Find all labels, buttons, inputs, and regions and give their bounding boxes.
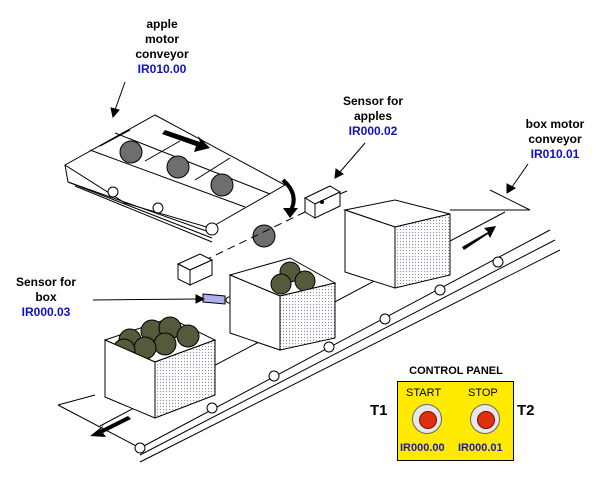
start-address: IR000.00	[400, 442, 445, 454]
apple-sensor-label-line1: Sensor for	[342, 94, 403, 108]
control-panel-title: CONTROL PANEL	[409, 365, 503, 377]
box-filling	[228, 257, 337, 351]
apple-sensor-label-line2: apples	[353, 109, 392, 123]
box-conveyor-label-line1: box motor	[525, 117, 585, 131]
sensor-beam	[194, 211, 306, 266]
callout-arrows	[92, 81, 529, 304]
apple-conveyor-label-line1: apple	[146, 17, 178, 31]
apple-sensor	[303, 185, 348, 219]
box-conveyor-label: box motor conveyor IR010.01	[515, 117, 595, 162]
box-sensor	[202, 293, 233, 305]
terminal-t1: T1	[370, 402, 388, 419]
box-conveyor-arrow-left	[90, 416, 131, 437]
start-button[interactable]	[412, 404, 442, 434]
apple-conveyor-label: apple motor conveyor IR010.00	[122, 17, 202, 77]
apple-conveyor-label-line2: motor	[145, 32, 179, 46]
box-conveyor-label-line2: conveyor	[528, 132, 582, 146]
box-sensor-label: Sensor for box IR000.03	[6, 275, 86, 320]
stop-button-core	[477, 411, 495, 429]
start-label: START	[406, 387, 442, 399]
apple-sensor-label: Sensor for apples IR000.02	[333, 94, 413, 139]
stop-label: STOP	[468, 387, 498, 399]
box-conveyor-arrow-right	[462, 226, 496, 250]
stop-button[interactable]	[470, 404, 500, 434]
apple-conveyor-address: IR010.00	[137, 62, 187, 76]
box-empty	[343, 199, 451, 289]
beam-emitter	[176, 253, 214, 286]
stop-address: IR000.01	[458, 442, 503, 454]
box-full	[103, 316, 217, 419]
terminal-t2: T2	[517, 402, 535, 419]
box-sensor-label-line2: box	[35, 290, 57, 304]
apple-conveyor-direction-arrow	[162, 130, 210, 152]
apple-conveyor-label-line3: conveyor	[135, 47, 189, 61]
box-sensor-address: IR000.03	[21, 305, 71, 319]
start-button-core	[419, 411, 437, 429]
apple-sensor-address: IR000.02	[348, 124, 398, 138]
box-sensor-label-line1: Sensor for	[15, 275, 76, 289]
control-panel: START STOP IR000.00 IR000.01	[397, 381, 514, 461]
box-conveyor-address: IR010.01	[530, 147, 580, 161]
falling-arrow-head	[283, 208, 298, 218]
apples-on-conveyor	[119, 140, 276, 248]
